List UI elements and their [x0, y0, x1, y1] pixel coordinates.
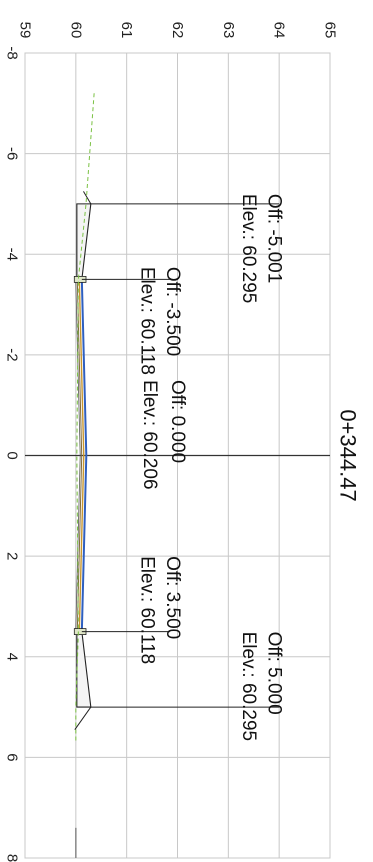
annotation-offset-label: Off: 0.000 [167, 380, 188, 463]
finished-grade-line [80, 279, 88, 632]
tick-label-offset: 8 [4, 854, 21, 862]
tick-label-offset: 2 [4, 552, 21, 560]
title-layer: 0+344.47 [336, 409, 361, 501]
tick-label-offset: 4 [4, 653, 21, 661]
shoulder-block [76, 203, 92, 280]
tick-label-elev: 60 [67, 22, 84, 39]
tick-label-offset: 0 [4, 451, 21, 459]
tick-label-offset: -8 [4, 46, 21, 59]
side-slope-right [74, 706, 92, 730]
annotation-elev-label: Elev.: 60.295 [238, 632, 259, 742]
annotation-offset-label: Off: -5.001 [264, 194, 285, 283]
tick-label-elev: 63 [220, 22, 237, 39]
tick-label-offset: -4 [4, 248, 21, 261]
tick-label-elev: 61 [118, 22, 135, 39]
tick-label-elev: 62 [169, 22, 186, 39]
pavement-layer-line [75, 279, 81, 632]
tick-label-offset: 6 [4, 753, 21, 761]
tick-label-offset: -2 [4, 348, 21, 361]
annotation-offset-label: Off: -3.500 [162, 267, 183, 356]
annotation-offset-label: Off: 3.500 [162, 556, 183, 639]
annotation-offset-label: Off: 5.000 [264, 632, 285, 715]
annotation-elev-label: Elev.: 60.118 [137, 267, 158, 375]
tick-label-elev: 64 [271, 22, 288, 39]
side-slope-left [83, 191, 92, 205]
tick-labels: 59 60 61 62 63 64 65 -8 -6 -4 -2 0 2 4 6 8 [4, 22, 339, 862]
annotation-elev-label: Elev.: 60.295 [238, 194, 259, 304]
pavement-layer-line [76, 279, 83, 632]
annotation-elev-label: Elev.: 60.206 [139, 380, 160, 490]
tick-label-elev: 65 [322, 22, 339, 39]
tick-label-offset: -6 [4, 147, 21, 160]
chart-title: 0+344.47 [336, 409, 361, 501]
annotation-elev-label: Elev.: 60.118 [137, 556, 158, 664]
tick-label-elev: 59 [17, 22, 34, 39]
axes [25, 454, 330, 858]
series-layer [73, 93, 95, 743]
pavement-layer-line [78, 279, 85, 632]
shoulder-block [76, 631, 92, 708]
